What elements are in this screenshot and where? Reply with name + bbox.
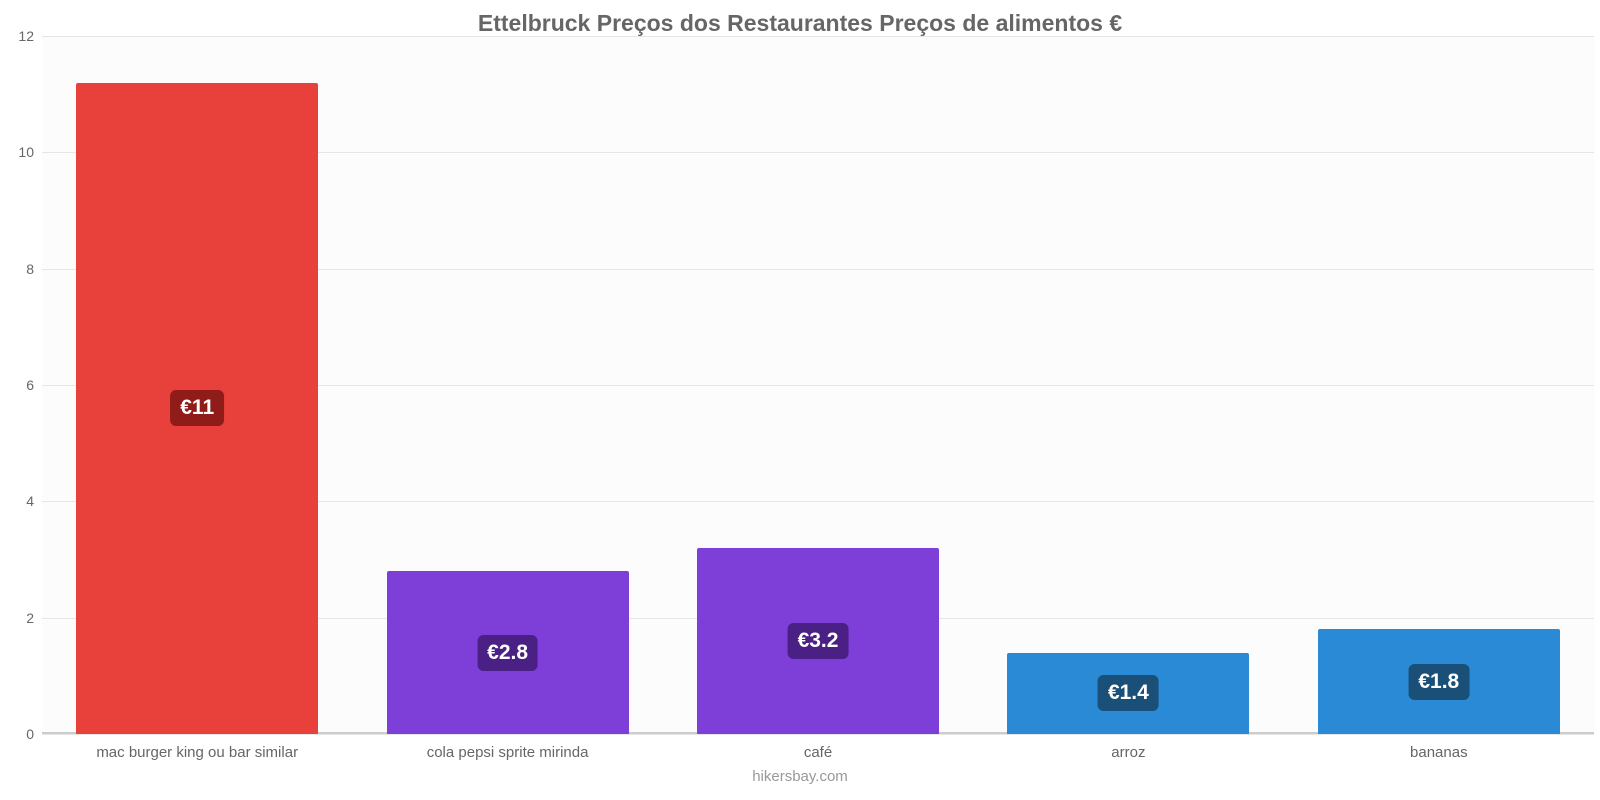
bar-value-label: €3.2 [788, 623, 849, 659]
y-tick-label: 2 [2, 610, 42, 626]
x-tick-label: cola pepsi sprite mirinda [427, 734, 589, 761]
chart-title: Ettelbruck Preços dos Restaurantes Preço… [0, 10, 1600, 37]
y-tick-label: 8 [2, 261, 42, 277]
y-tick-label: 0 [2, 726, 42, 742]
bar-value-label: €1.8 [1408, 664, 1469, 700]
y-tick-label: 10 [2, 144, 42, 160]
bar-value-label: €2.8 [477, 635, 538, 671]
attribution: hikersbay.com [0, 768, 1600, 785]
x-tick-label: arroz [1111, 734, 1145, 761]
x-tick-label: café [804, 734, 832, 761]
bar-value-label: €11 [170, 390, 224, 426]
y-tick-label: 6 [2, 377, 42, 393]
bar-value-label: €1.4 [1098, 675, 1159, 711]
y-tick-label: 12 [2, 28, 42, 44]
y-tick-label: 4 [2, 493, 42, 509]
plot-area: 024681012€11mac burger king ou bar simil… [42, 36, 1594, 734]
x-tick-label: bananas [1410, 734, 1468, 761]
price-bar-chart: Ettelbruck Preços dos Restaurantes Preço… [0, 0, 1600, 800]
grid-line [42, 36, 1594, 37]
x-tick-label: mac burger king ou bar similar [96, 734, 298, 761]
